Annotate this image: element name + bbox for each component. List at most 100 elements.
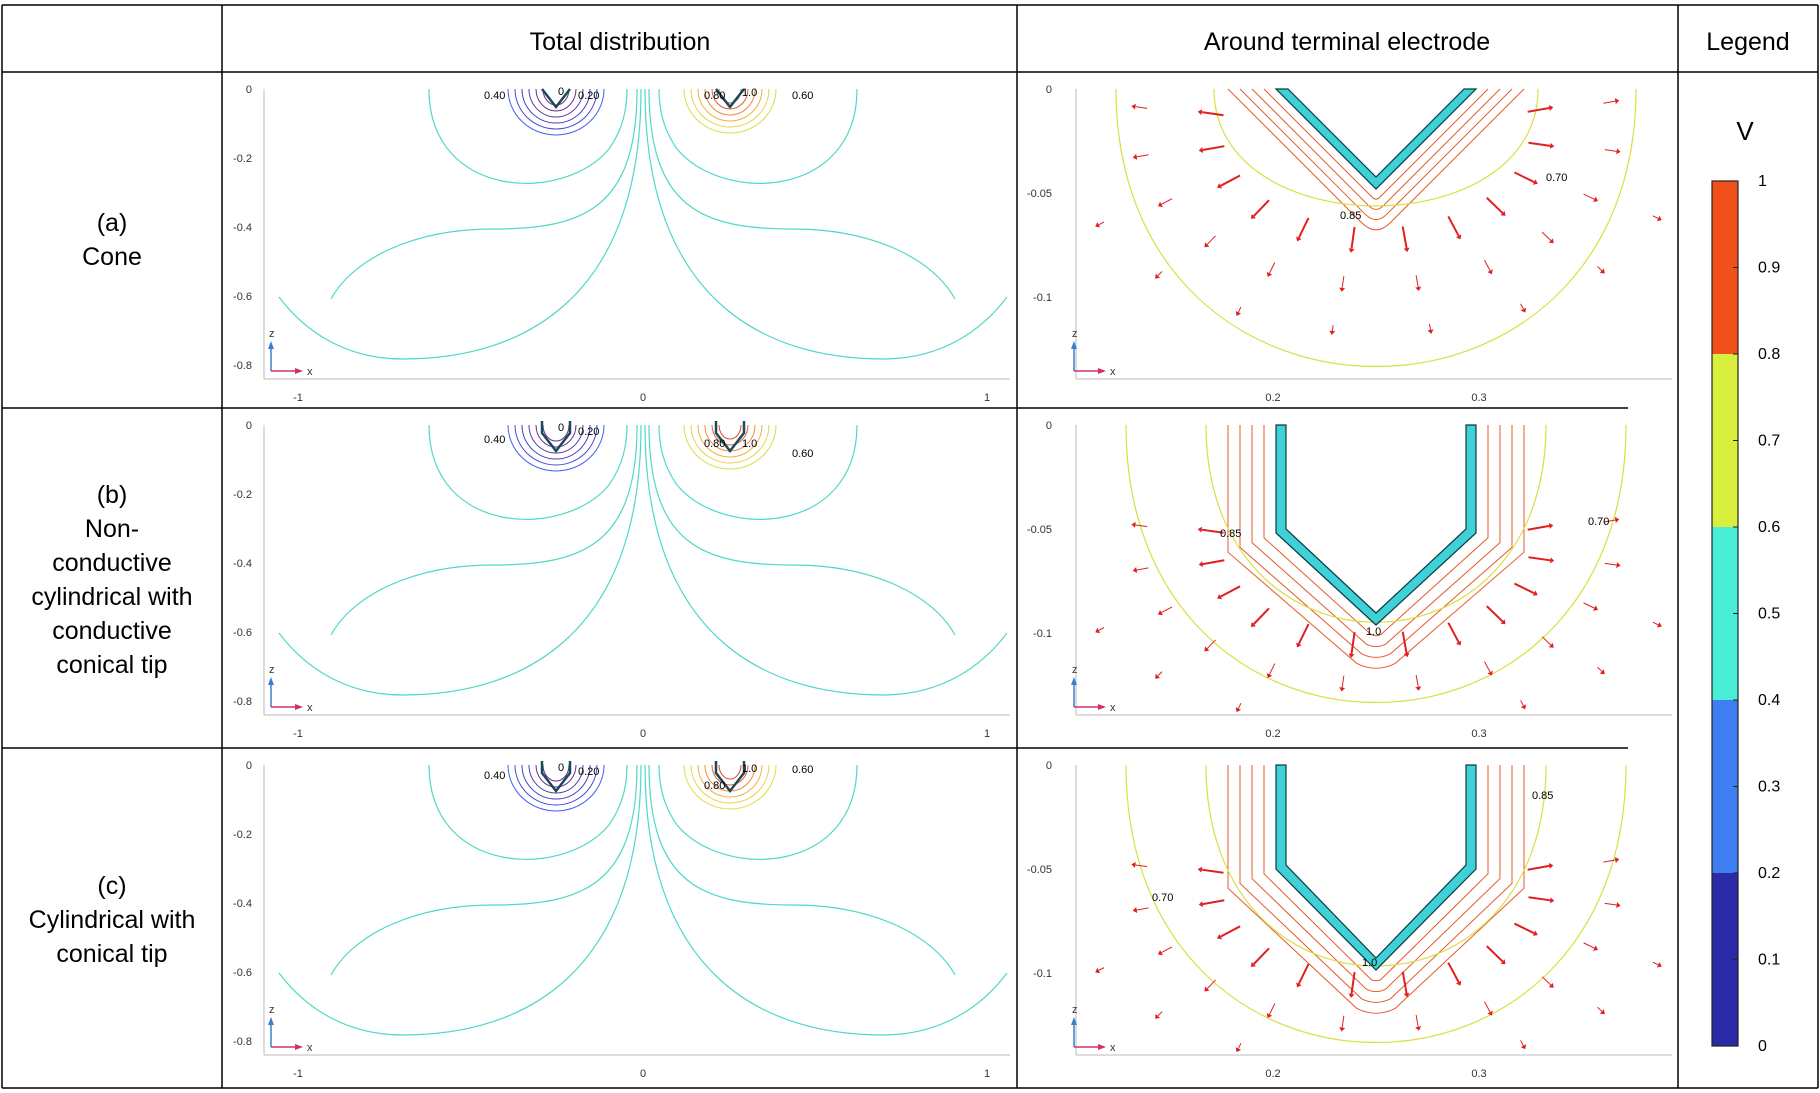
field-arrow-head-c-11 xyxy=(1197,866,1203,873)
terminal-electrode-c xyxy=(714,761,746,794)
total-contour-label-b-l0: 0 xyxy=(558,422,564,434)
total-x-tick-b-1: 0 xyxy=(640,728,646,740)
low-contour-c-0 xyxy=(507,764,605,812)
field-arrow-c-14 xyxy=(1583,942,1595,949)
terminal-panel-b: 0 -0.05 -0.1 0.2 0.3 z x 0.85 0.70 1.0 xyxy=(1027,420,1672,740)
total-contour-label-c-l040: 0.40 xyxy=(484,770,505,782)
terminal-yellow-contour-inner-a xyxy=(1213,88,1539,207)
triad-x-arrow-total-c xyxy=(295,1044,303,1050)
total-contour-label-c-l060: 0.60 xyxy=(792,764,813,776)
total-contour-label-a-l080: 0.80 xyxy=(704,90,725,102)
total-y-tick-c-2: -0.4 xyxy=(233,898,252,910)
total-contour-label-a-l040: 0.40 xyxy=(484,90,505,102)
field-arrow-b-1 xyxy=(1528,556,1551,562)
terminal-contour-label-c-2: 1.0 xyxy=(1362,957,1377,969)
field-arrow-c-18 xyxy=(1341,1015,1345,1028)
field-arrow-head-c-17 xyxy=(1415,1026,1422,1031)
field-arrow-c-2 xyxy=(1513,922,1535,935)
high-contour-b-5 xyxy=(718,424,742,440)
total-y-tick-c-4: -0.8 xyxy=(233,1036,252,1048)
field-arrow-head-a-15 xyxy=(1548,238,1554,244)
field-arrow-c-16 xyxy=(1484,1001,1491,1013)
field-arrow-a-12 xyxy=(1603,100,1616,104)
field-arrow-head-b-25 xyxy=(1599,669,1605,675)
field-arrow-c-3 xyxy=(1486,945,1504,963)
field-arrow-a-9 xyxy=(1220,174,1241,187)
field-arrow-head-a-6 xyxy=(1348,248,1355,253)
triad-z-label-terminal-c: z xyxy=(1072,1004,1078,1016)
field-arrow-a-24 xyxy=(1652,215,1659,219)
total-y-tick-b-1: -0.2 xyxy=(233,489,252,501)
half-contour-b-4 xyxy=(278,424,642,696)
terminal-y-tick-b-1: -0.05 xyxy=(1027,524,1052,536)
colorbar-unit: V xyxy=(1736,116,1754,146)
total-contour-label-c-l0: 0 xyxy=(558,762,564,774)
total-x-tick-b-0: -1 xyxy=(293,728,303,740)
total-contour-label-c-l080: 0.80 xyxy=(704,780,725,792)
field-arrow-a-3 xyxy=(1486,197,1504,214)
triad-x-label-terminal-c: x xyxy=(1110,1042,1116,1054)
half-contour-b-1 xyxy=(658,424,858,520)
field-arrow-head-a-27 xyxy=(1427,329,1434,334)
field-arrow-c-26 xyxy=(1520,1040,1524,1046)
triad-z-label-total-b: z xyxy=(269,664,275,676)
terminal-contour-c-2 xyxy=(1251,765,1501,993)
field-arrow-b-9 xyxy=(1220,585,1241,598)
terminal-y-tick-a-1: -0.05 xyxy=(1027,188,1052,200)
field-arrow-a-1 xyxy=(1528,141,1551,147)
field-arrow-head-c-5 xyxy=(1403,992,1410,998)
field-arrow-a-31 xyxy=(1098,221,1105,226)
terminal-yellow-contour-inner-c xyxy=(1205,764,1547,967)
half-contour-a-1 xyxy=(658,88,858,184)
total-x-tick-a-1: 0 xyxy=(640,392,646,404)
field-arrow-b-26 xyxy=(1520,700,1524,706)
terminal-electrode-c xyxy=(1275,764,1477,971)
field-arrow-head-c-26 xyxy=(1520,1044,1527,1050)
field-arrow-head-c-7 xyxy=(1296,982,1302,988)
triad-z-label-total-c: z xyxy=(269,1004,275,1016)
high-contour-b-1 xyxy=(690,424,770,464)
row-label-b-line-1: Non- xyxy=(85,515,139,543)
total-x-tick-a-2: 1 xyxy=(984,392,990,404)
high-contour-b-4 xyxy=(711,424,749,446)
field-arrow-c-9 xyxy=(1220,925,1241,938)
total-y-tick-a-0: 0 xyxy=(246,84,252,96)
field-arrow-head-b-15 xyxy=(1548,642,1554,648)
row-label-b-line-3: cylindrical with xyxy=(31,583,192,611)
field-arrow-a-29 xyxy=(1237,306,1242,313)
field-arrow-head-b-21 xyxy=(1157,609,1163,616)
field-arrow-c-17 xyxy=(1415,1014,1419,1027)
total-contour-label-a-l020: 0.20 xyxy=(578,90,599,102)
half-contour-b-3 xyxy=(648,424,956,636)
low-contour-b-1 xyxy=(514,424,598,466)
high-contour-a-0 xyxy=(683,88,777,134)
field-arrow-head-c-0 xyxy=(1548,862,1554,869)
total-distribution-panel-c: 0 -0.2 -0.4 -0.6 -0.8 -1 0 1 z x 0.40 0 0.20 0.80 1.0 0… xyxy=(233,760,1010,1080)
colorbar-tick-label-5: 0.5 xyxy=(1758,606,1780,623)
total-x-tick-c-1: 0 xyxy=(640,1068,646,1080)
field-arrow-c-7 xyxy=(1297,963,1310,985)
field-arrow-head-a-1 xyxy=(1549,142,1555,149)
triad-x-arrow-total-b xyxy=(295,704,303,710)
total-contour-label-b-l080: 0.80 xyxy=(704,438,725,450)
field-arrow-head-a-8 xyxy=(1250,213,1256,219)
total-contour-label-b-l060: 0.60 xyxy=(792,448,813,460)
field-arrow-head-b-11 xyxy=(1197,526,1203,533)
field-arrow-head-c-20 xyxy=(1204,986,1210,992)
low-contour-b-0 xyxy=(507,424,605,472)
field-arrow-head-b-23 xyxy=(1131,521,1136,528)
terminal-contour-c-3 xyxy=(1239,765,1513,1003)
field-arrow-b-11 xyxy=(1201,528,1224,534)
terminal-yellow-contour-inner-b xyxy=(1205,424,1547,623)
total-contour-label-c-l020: 0.20 xyxy=(578,766,599,778)
field-arrow-c-11 xyxy=(1201,868,1224,874)
field-arrow-head-a-7 xyxy=(1296,236,1302,242)
field-arrow-head-c-24 xyxy=(1656,962,1662,968)
colorbar-tick-label-2: 0.8 xyxy=(1758,346,1780,363)
total-contour-label-b-l040: 0.40 xyxy=(484,434,505,446)
terminal-contour-label-b-1: 0.70 xyxy=(1588,516,1609,528)
field-arrow-b-14 xyxy=(1583,602,1595,609)
field-arrow-c-28 xyxy=(1157,1011,1163,1017)
field-arrow-head-c-1 xyxy=(1549,897,1555,904)
high-contour-c-5 xyxy=(718,764,742,780)
